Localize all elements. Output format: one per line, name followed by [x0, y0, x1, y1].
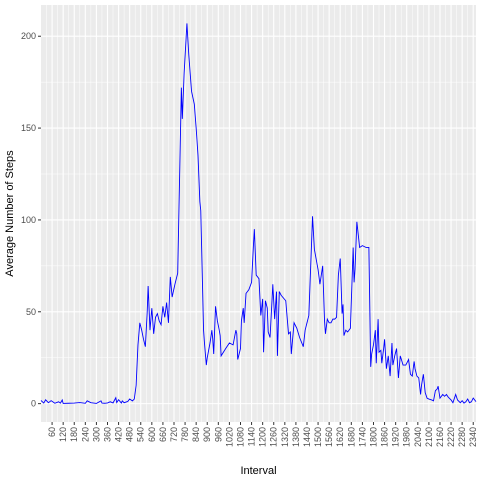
- x-tick-label: 1260: [269, 427, 279, 447]
- x-tick-label: 540: [136, 427, 146, 442]
- x-tick-label: 2160: [435, 427, 445, 447]
- x-tick-label: 1140: [247, 427, 257, 446]
- x-tick-label: 1080: [235, 427, 245, 447]
- x-tick-label: 1920: [391, 427, 401, 447]
- x-axis-ticks: 60 120 180 240 300 360 420 480 540 600 660 720 780 84…: [47, 422, 478, 447]
- series-line-average-steps: [40, 23, 477, 404]
- x-tick-label: 240: [80, 427, 90, 442]
- x-tick-label: 720: [169, 427, 179, 442]
- x-tick-label: 1320: [280, 427, 290, 447]
- x-tick-label: 2100: [424, 427, 434, 447]
- x-tick-label: 360: [102, 427, 112, 442]
- x-tick-label: 2040: [413, 427, 423, 447]
- x-tick-label: 420: [114, 427, 124, 442]
- plot-panel: [41, 5, 476, 422]
- y-tick-label: 50: [26, 307, 36, 317]
- x-tick-label: 1440: [302, 427, 312, 447]
- y-axis-ticks: 0 50 100 150 200: [21, 31, 41, 409]
- x-tick-label: 900: [202, 427, 212, 442]
- x-tick-label: 1500: [313, 427, 323, 447]
- y-tick-label: 200: [21, 31, 36, 41]
- x-tick-label: 60: [47, 427, 57, 437]
- x-tick-label: 1620: [335, 427, 345, 447]
- y-tick-label: 0: [31, 399, 36, 409]
- x-tick-label: 1560: [324, 427, 334, 447]
- y-tick-label: 100: [21, 215, 36, 225]
- x-tick-label: 1860: [380, 427, 390, 447]
- x-tick-label: 1020: [224, 427, 234, 447]
- x-tick-label: 1800: [368, 427, 378, 447]
- x-tick-label: 1200: [258, 427, 268, 447]
- x-tick-label: 180: [69, 427, 79, 442]
- y-tick-label: 150: [21, 123, 36, 133]
- x-tick-label: 120: [58, 427, 68, 442]
- x-tick-label: 300: [91, 427, 101, 442]
- x-tick-label: 1680: [346, 427, 356, 447]
- x-tick-label: 2280: [457, 427, 467, 447]
- major-gridlines: [41, 5, 476, 422]
- x-tick-label: 600: [147, 427, 157, 442]
- x-tick-label: 660: [158, 427, 168, 442]
- x-tick-label: 2220: [446, 427, 456, 447]
- x-tick-label: 840: [191, 427, 201, 442]
- x-tick-label: 960: [213, 427, 223, 442]
- x-tick-label: 2340: [468, 427, 478, 447]
- minor-gridlines: [41, 5, 476, 422]
- x-tick-label: 1980: [402, 427, 412, 447]
- x-tick-label: 480: [125, 427, 135, 442]
- x-tick-label: 1380: [291, 427, 301, 447]
- x-tick-label: 1740: [357, 427, 367, 447]
- x-tick-label: 780: [180, 427, 190, 442]
- y-axis-title: Average Number of Steps: [4, 150, 16, 277]
- x-axis-title: Interval: [240, 465, 276, 477]
